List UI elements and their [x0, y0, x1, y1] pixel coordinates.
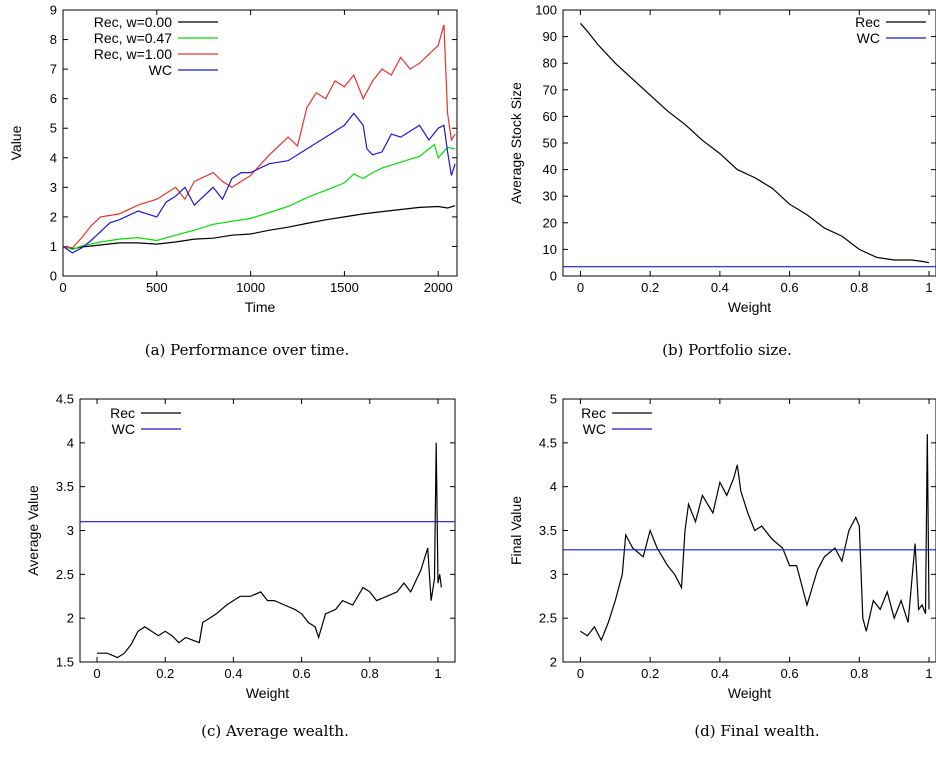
y-tick-label: 3	[50, 180, 57, 195]
x-tick-label: 0.8	[361, 666, 379, 681]
series-line-rec-w-1-00	[63, 24, 456, 249]
y-tick-label: 5	[550, 392, 557, 407]
y-tick-label: 7	[50, 62, 57, 77]
y-tick-label: 50	[543, 136, 557, 151]
y-axis-label: Value	[8, 125, 24, 160]
y-tick-label: 40	[543, 162, 557, 177]
x-tick-label: 0	[577, 666, 584, 681]
legend-label: WC	[583, 421, 606, 437]
x-tick-label: 1500	[330, 280, 359, 295]
x-tick-label: 0.8	[850, 666, 868, 681]
legend-label: WC	[149, 62, 172, 78]
y-tick-label: 3	[550, 567, 557, 582]
y-tick-label: 9	[50, 3, 57, 18]
legend-label: WC	[112, 421, 135, 437]
legend-label: Rec	[110, 405, 135, 421]
plot-frame	[562, 9, 936, 277]
x-tick-label: 1000	[236, 280, 265, 295]
y-tick-label: 80	[543, 56, 557, 71]
x-axis-label: Weight	[246, 685, 289, 701]
plot-frame	[62, 9, 458, 277]
x-tick-label: 0.2	[641, 666, 659, 681]
y-axis-label: Average Value	[25, 485, 41, 576]
y-tick-label: 4	[67, 435, 74, 450]
x-tick-label: 0.4	[711, 280, 729, 295]
y-tick-label: 3.5	[56, 479, 74, 494]
series-line-wc	[63, 112, 456, 254]
y-tick-label: 10	[543, 242, 557, 257]
series-line-rec	[97, 442, 442, 659]
x-tick-label: 2000	[424, 280, 453, 295]
x-tick-label: 1	[925, 280, 932, 295]
x-tick-label: 500	[146, 280, 168, 295]
x-tick-label: 0.2	[641, 280, 659, 295]
y-tick-label: 2	[550, 655, 557, 670]
series-line-rec	[580, 434, 930, 642]
y-tick-label: 100	[535, 3, 557, 18]
legend-label: Rec	[581, 405, 606, 421]
legend-label: Rec, w=1.00	[94, 46, 172, 62]
y-tick-label: 2.5	[539, 611, 557, 626]
caption-c: (c) Average wealth.	[201, 722, 349, 740]
y-tick-label: 20	[543, 215, 557, 230]
y-tick-label: 4.5	[539, 435, 557, 450]
x-tick-label: 0.2	[156, 666, 174, 681]
x-tick-label: 0.4	[711, 666, 729, 681]
y-tick-label: 3	[67, 523, 74, 538]
y-axis-label: Average Stock Size	[508, 82, 524, 204]
caption-a: (a) Performance over time.	[144, 341, 350, 359]
legend-label: WC	[857, 30, 880, 46]
legend-label: Rec, w=0.00	[94, 14, 172, 30]
caption-d: (d) Final wealth.	[694, 722, 820, 740]
y-tick-label: 0	[550, 269, 557, 284]
x-tick-label: 0.6	[781, 666, 799, 681]
x-tick-label: 1	[434, 666, 441, 681]
chart-b: 0 0.2 0.4 0.6 0.8 10102030405060708090100Weig…	[508, 3, 936, 315]
y-tick-label: 4	[550, 479, 557, 494]
x-axis-label: Weight	[728, 299, 771, 315]
y-tick-label: 4.5	[56, 392, 74, 407]
y-tick-label: 70	[543, 82, 557, 97]
legend-label: Rec	[855, 14, 880, 30]
x-axis-label: Time	[245, 299, 276, 315]
series-line-rec-w-0-00	[63, 205, 456, 250]
legend-label: Rec, w=0.47	[94, 30, 172, 46]
y-tick-label: 6	[50, 91, 57, 106]
y-axis-label: Final Value	[508, 496, 524, 565]
caption-b: (b) Portfolio size.	[662, 341, 792, 359]
series-line-rec	[579, 22, 930, 264]
y-tick-label: 1.5	[56, 655, 74, 670]
chart-a: 0 500 1000 1500 2000 0 1 2 3 4 5 6 7 8 9 Time Value Rec, …	[8, 3, 458, 315]
y-tick-label: 8	[50, 32, 57, 47]
y-tick-label: 30	[543, 189, 557, 204]
y-tick-label: 5	[50, 121, 57, 136]
plot-frame	[79, 398, 456, 663]
x-tick-label: 0	[93, 666, 100, 681]
chart-d: 0 0.2 0.4 0.6 0.8 1 2 2.5 3 3.5 4 4.5 5 Weight Final V…	[508, 392, 936, 701]
x-tick-label: 0.4	[224, 666, 242, 681]
y-tick-label: 60	[543, 109, 557, 124]
x-tick-label: 0	[59, 280, 66, 295]
chart-c: 0 0.2 0.4 0.6 0.8 1 1.5 2 2.5 3 3.5 4 4.5 Weight Avera…	[25, 392, 456, 701]
y-tick-label: 2.5	[56, 567, 74, 582]
x-tick-label: 0.6	[781, 280, 799, 295]
x-tick-label: 0.8	[850, 280, 868, 295]
series-line-rec-w-0-47	[63, 143, 456, 251]
y-tick-label: 3.5	[539, 523, 557, 538]
x-tick-label: 0.6	[293, 666, 311, 681]
y-tick-label: 1	[50, 239, 57, 254]
y-tick-label: 90	[543, 29, 557, 44]
y-tick-label: 2	[67, 611, 74, 626]
y-tick-label: 4	[50, 150, 57, 165]
x-tick-label: 1	[925, 666, 932, 681]
x-axis-label: Weight	[728, 685, 771, 701]
y-tick-label: 0	[50, 269, 57, 284]
x-tick-label: 0	[577, 280, 584, 295]
y-tick-label: 2	[50, 209, 57, 224]
plot-frame	[562, 398, 936, 663]
